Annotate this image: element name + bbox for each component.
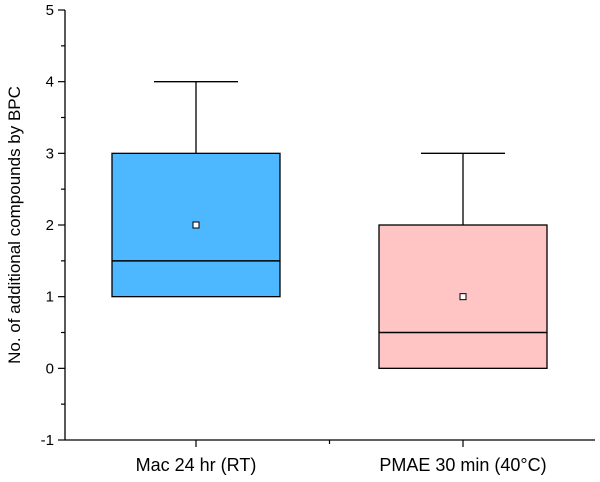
axes: -1 0 1 2 3 4 5 Mac 24 hr (RT) PMAE 30 min (40°C): [41, 2, 595, 475]
y-tick-label: -1: [41, 432, 54, 449]
y-tick-label: 2: [46, 217, 54, 234]
y-tick-label: 0: [46, 360, 54, 377]
y-axis-title: No. of additional compounds by BPC: [5, 86, 24, 364]
x-category-label: PMAE 30 min (40°C): [379, 455, 546, 475]
y-tick-label: 4: [46, 74, 54, 91]
box-group: [111, 81, 281, 298]
mean-marker: [192, 221, 200, 229]
y-tick-label: 3: [46, 145, 54, 162]
boxes: [111, 81, 548, 369]
y-tick-label: 5: [46, 2, 54, 19]
x-category-label: Mac 24 hr (RT): [136, 455, 257, 475]
y-tick-label: 1: [46, 289, 54, 306]
box-group: [378, 152, 548, 369]
mean-marker: [459, 293, 467, 301]
